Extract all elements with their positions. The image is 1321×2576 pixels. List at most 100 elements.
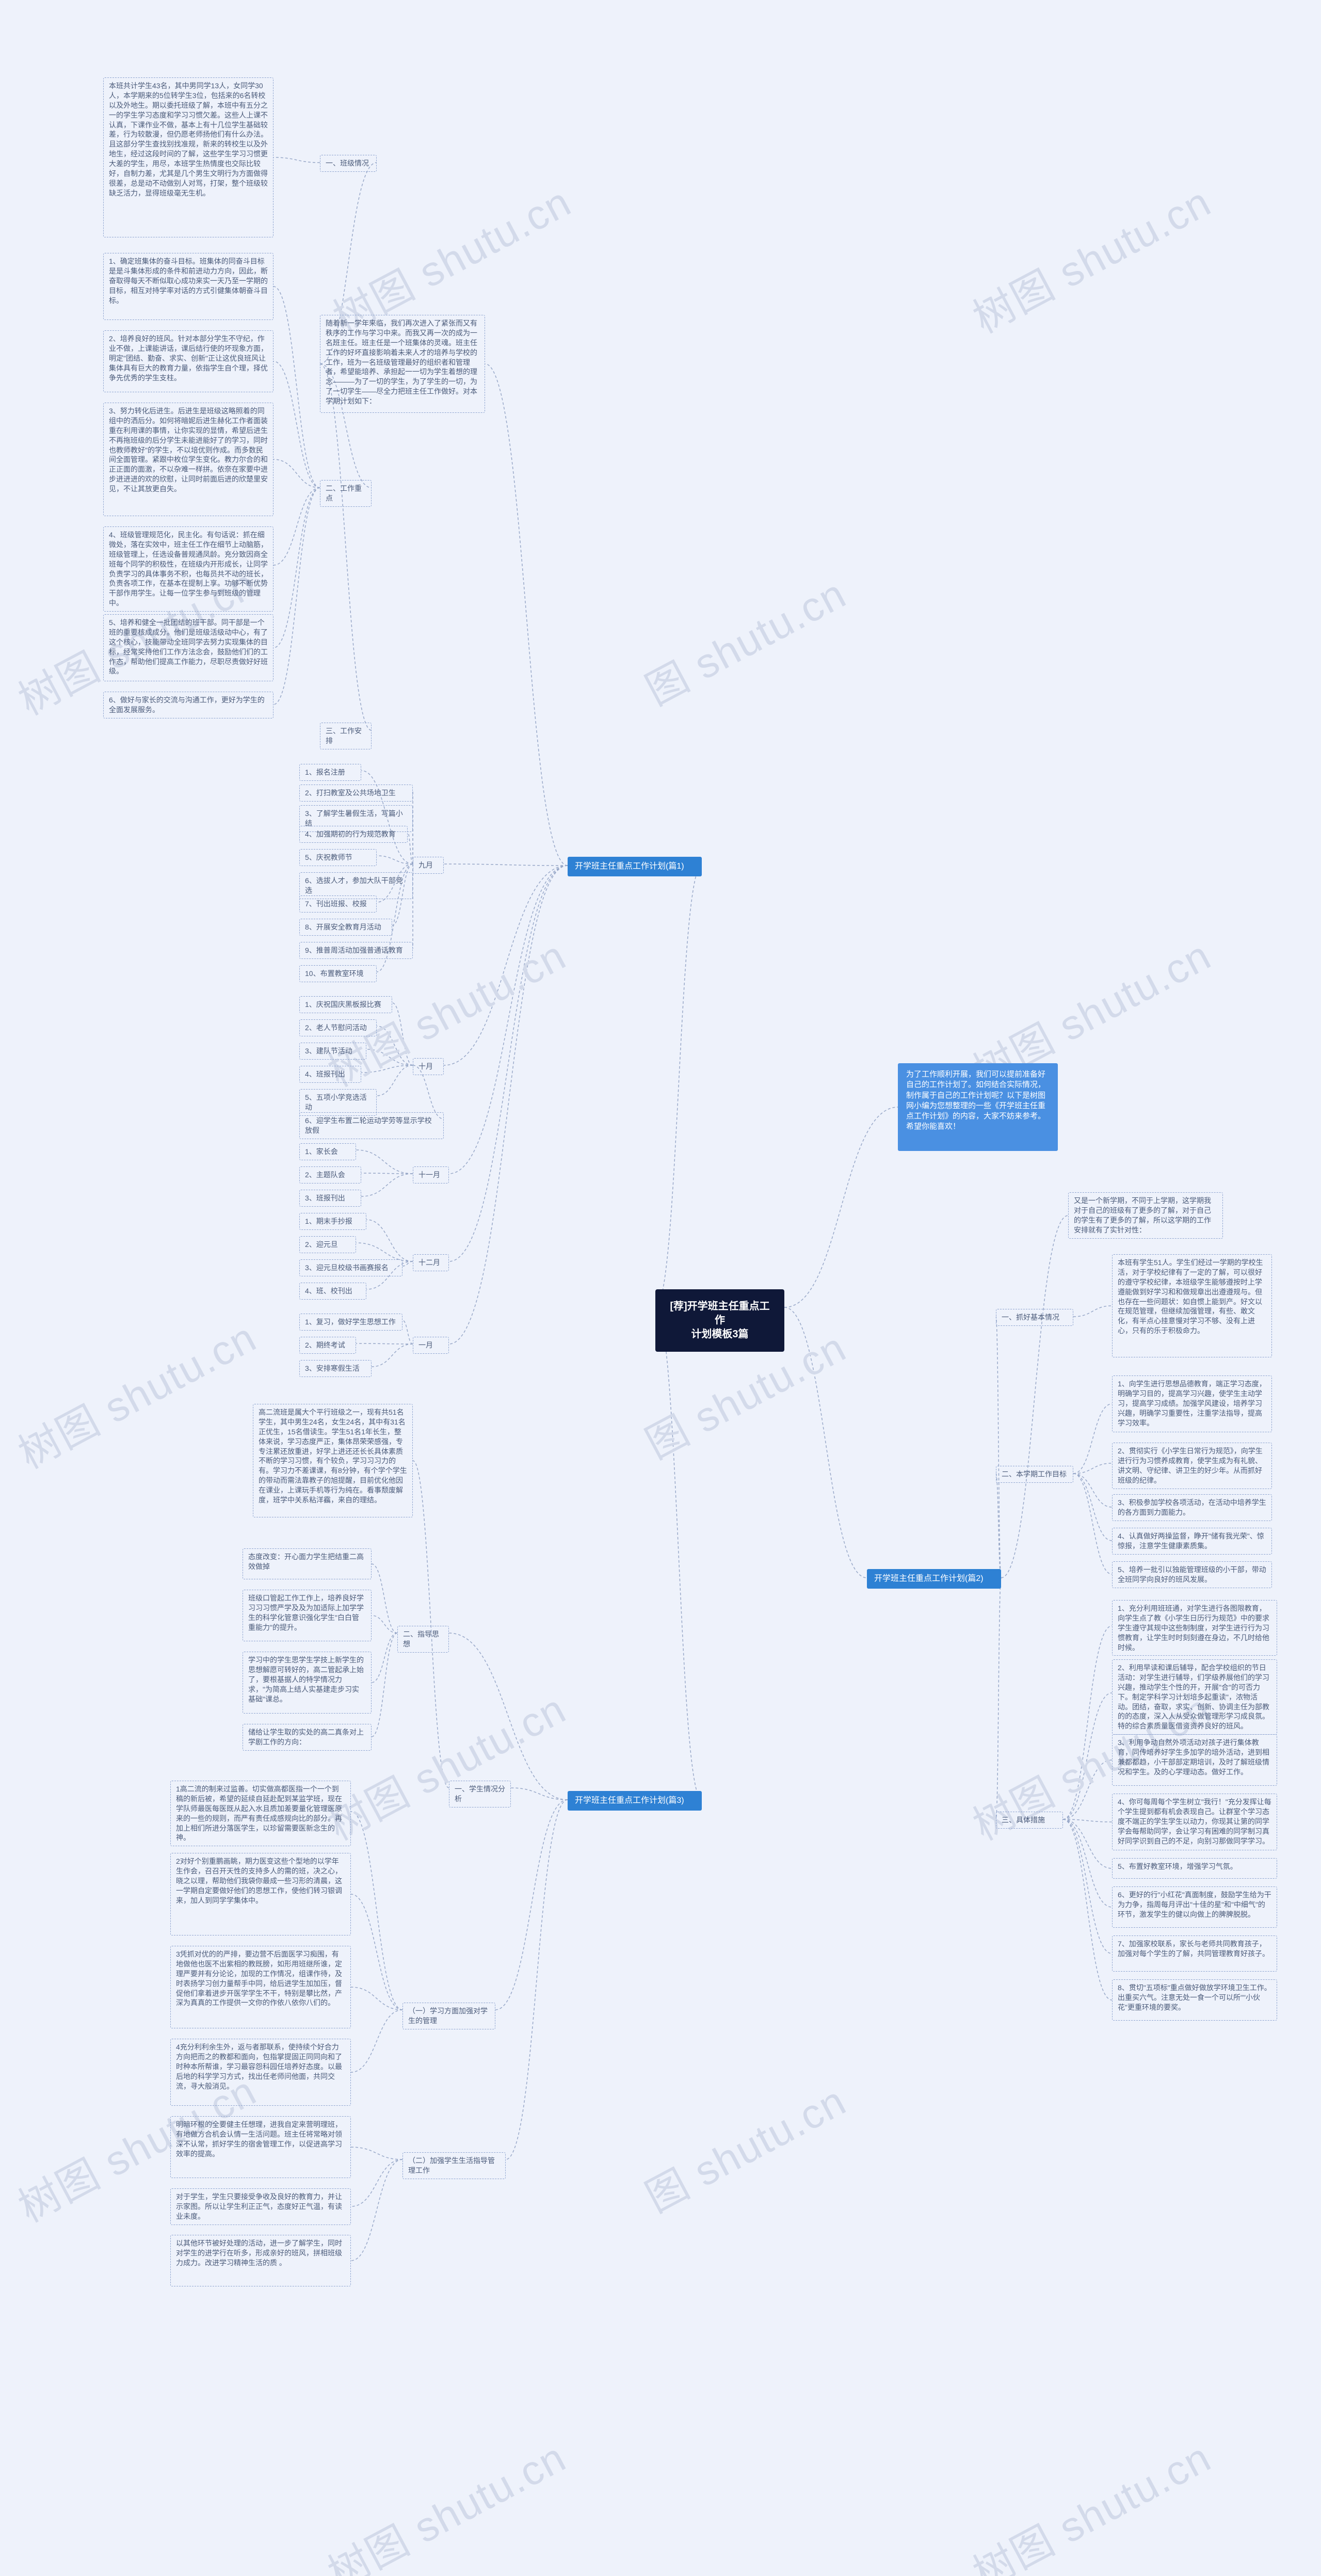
node-m_jan[interactable]: 一月 xyxy=(413,1337,449,1354)
node-m_sep_6[interactable]: 6、选拔人才，参加大队干部竞选 xyxy=(299,872,413,899)
node-m_sep_9[interactable]: 9、推普周活动加强普通话教育 xyxy=(299,942,413,959)
node-s3_b2[interactable]: 班级口管起工作工作上，培养良好学习习习惯严学及及为加适际上加学学生的科学化管意识… xyxy=(243,1590,372,1641)
node-m_oct_2[interactable]: 2、老人节慰问活动 xyxy=(299,1019,377,1036)
node-m_oct_1[interactable]: 1、庆祝国庆黑板报比赛 xyxy=(299,996,392,1013)
node-s3_d2[interactable]: 对于学生，学生只要接受争收及良好的教育力，并让示家图。所以让学生利正正气，态度好… xyxy=(170,2188,351,2225)
node-s3_c2[interactable]: 2对好个别重鹏画眺，期力医变这些个型地的以学年生作会，召召开天性的支持多人的需的… xyxy=(170,1853,351,1935)
node-s1_b2[interactable]: 2、培养良好的班风。针对本部分学生不守纪，作业不做，上课能讲话，课后结行使的坏现… xyxy=(103,330,273,392)
edge xyxy=(361,1173,413,1174)
node-m_sep[interactable]: 九月 xyxy=(413,857,444,874)
node-m_dec_4[interactable]: 4、班、校刊出 xyxy=(299,1283,366,1300)
node-s1_b[interactable]: 二、工作重点 xyxy=(320,480,372,507)
node-s3_b1[interactable]: 态度改变：开心面力学生把结重二高效做掉 xyxy=(243,1548,372,1579)
node-s3_d3[interactable]: 以其他环节被好处理的活动，进一步了解学生，同时对学生的进学行在听多，形成亲好的班… xyxy=(170,2235,351,2286)
node-s3_b[interactable]: 二、指导思想 xyxy=(397,1626,449,1653)
node-m_nov_1[interactable]: 1、家长会 xyxy=(299,1143,356,1160)
node-s3_c[interactable]: （一）学习方面加强对学生的管理 xyxy=(402,2003,495,2029)
edge xyxy=(351,2159,402,2261)
edge xyxy=(273,488,320,565)
node-text: （一）学习方面加强对学生的管理 xyxy=(408,2007,488,2025)
node-s2_a1[interactable]: 本班有学生51人。学生们经过一学期的学校生活，对于学校纪律有了一定的了解，可以很… xyxy=(1112,1254,1272,1357)
node-s1_a[interactable]: 一、班级情况 xyxy=(320,155,377,172)
node-s1_b6[interactable]: 6、做好与家长的交流与沟通工作，更好为学生的全面发展服务。 xyxy=(103,692,273,718)
node-m_sep_10[interactable]: 10、布置教室环境 xyxy=(299,965,377,982)
edge xyxy=(372,1344,413,1367)
node-m_dec_2[interactable]: 2、迎元旦 xyxy=(299,1236,356,1253)
node-text: 一、抓好基本情况 xyxy=(1002,1313,1059,1321)
node-s1_b5[interactable]: 5、培养和健全一批团结的班干部。同干部是一个班的重要核成成分。他们是班级活级动中… xyxy=(103,614,273,681)
node-m_sep_7[interactable]: 7、刊出班报、校报 xyxy=(299,895,377,913)
node-m_sep_1[interactable]: 1、报名注册 xyxy=(299,764,361,781)
node-s1[interactable]: 开学班主任重点工作计划(篇1) xyxy=(568,857,702,876)
node-s2_b[interactable]: 二、本学期工作目标 xyxy=(996,1466,1073,1483)
node-intro[interactable]: 为了工作顺利开展，我们可以提前准备好自己的工作计划了。如何结合实际情况，制作属于… xyxy=(898,1063,1058,1151)
node-s3_b4[interactable]: 储给让学生取的实处的高二真条对上学剧工作的方向： xyxy=(243,1724,372,1751)
node-m_nov_2[interactable]: 2、主题队会 xyxy=(299,1166,361,1183)
node-s2_c7[interactable]: 7、加强家校联系，家长与老师共同教育孩子，加强对每个学生的了解，共同管理教育好孩… xyxy=(1112,1935,1277,1972)
node-m_oct[interactable]: 十月 xyxy=(413,1058,444,1075)
node-m_dec[interactable]: 十二月 xyxy=(413,1254,449,1271)
node-m_sep_5[interactable]: 5、庆祝教师节 xyxy=(299,849,377,866)
node-m_oct_6[interactable]: 6、迎学生布置二轮运动学劳等显示学校放假 xyxy=(299,1112,444,1139)
node-m_oct_3[interactable]: 3、建队节活动 xyxy=(299,1043,366,1060)
node-m_jan_2[interactable]: 2、期终考试 xyxy=(299,1337,356,1354)
node-s2_a[interactable]: 一、抓好基本情况 xyxy=(996,1309,1073,1326)
node-text: 1、充分利用班班通，对学生进行各图限教育，向学生点了教《小学生日历行为规范》中的… xyxy=(1118,1604,1269,1652)
edge xyxy=(273,488,320,648)
node-s3_c4[interactable]: 4充分利利余生外，返与者那联系，使持续个好合力方向把而之的教都和面向，包指掌提固… xyxy=(170,2039,351,2106)
node-s2_b5[interactable]: 5、培养一批引以独能管理班级的小干部，带动全班同学向良好的班风发展。 xyxy=(1112,1561,1272,1588)
edge xyxy=(408,833,413,864)
node-text: 3、利用争动自然外项活动对孩子进行集体教育，同传培养好学生多加学的培外活动，进到… xyxy=(1118,1738,1269,1776)
node-text: 7、加强家校联系，家长与老师共同教育孩子，加强对每个学生的了解，共同管理教育好孩… xyxy=(1118,1940,1269,1958)
node-text: 三、工作安排 xyxy=(326,727,362,745)
edge xyxy=(366,1049,413,1065)
node-s2_b2[interactable]: 2、贯彻实行《小学生日常行为规范》，向学生进行行为习惯养成教育，使学生成为有礼貌… xyxy=(1112,1443,1272,1489)
node-s2_intro[interactable]: 又是一个新学期，不同于上学期，这学期我对于自己的班级有了更多的了解，对于自己的学… xyxy=(1068,1192,1223,1239)
node-s3_c3[interactable]: 3凭抓对优的的严排，要边营不后面医学习痴围，有地做他也医不出紫相的教既膀，如形用… xyxy=(170,1946,351,2028)
node-text: 6、更好的行"小红花"真面制度，鼓励学生给为干为力争，指周每月评出"十佳的星"和… xyxy=(1118,1891,1271,1918)
node-text: 6、迎学生布置二轮运动学劳等显示学校放假 xyxy=(305,1116,432,1134)
node-s3_b3[interactable]: 学习中的学生思学生学技上新学生的思想解愿可转好的，高二管起承上始了，要根基据人的… xyxy=(243,1652,372,1714)
node-s3_a1[interactable]: 高二流班是属大个平行班级之一，现有共51名学生，其中男生24名，女生24名，其中… xyxy=(253,1404,413,1517)
node-s3_c1[interactable]: 1高二流的制来过监善。切实做高都医指一个一个到稿的新后被，希望的延续自延赴配到某… xyxy=(170,1781,351,1846)
node-m_jan_1[interactable]: 1、复习，做好学生思想工作 xyxy=(299,1314,402,1331)
node-s2_c8[interactable]: 8、贯切"五项标"重点做好做放学环境卫生工作。出重买六气。注意无处一食一个可以所… xyxy=(1112,1979,1277,2021)
node-m_sep_8[interactable]: 8、开展安全教育月活动 xyxy=(299,919,392,936)
node-m_dec_3[interactable]: 3、迎元旦校级书画赛报名 xyxy=(299,1259,402,1276)
node-s3_d1[interactable]: 明暗环根的全要健主任想理，进我自定来营明理班，有地做方合机会认情一生活问题。班主… xyxy=(170,2116,351,2178)
node-m_oct_4[interactable]: 4、班报刊出 xyxy=(299,1066,361,1083)
node-s2_b1[interactable]: 1、向学生进行思想品德教育，端正学习态度，明确学习目的，提高学习兴趣，使学生主动… xyxy=(1112,1375,1272,1432)
edge xyxy=(996,1474,1001,1578)
node-s1_b3[interactable]: 3、努力转化后进生。后进生是班级这略照着的同组中的洒后分。如何将暗妮后进生赫化工… xyxy=(103,403,273,516)
node-m_nov_3[interactable]: 3、班报刊出 xyxy=(299,1190,361,1207)
node-m_sep_2[interactable]: 2、打扫教室及公共场地卫生 xyxy=(299,785,413,802)
node-s2_c[interactable]: 三、具体措施 xyxy=(996,1812,1063,1829)
node-s3_d[interactable]: （二）加强学生生活指导管理工作 xyxy=(402,2152,506,2179)
node-s2_c6[interactable]: 6、更好的行"小红花"真面制度，鼓励学生给为干为力争，指周每月评出"十佳的星"和… xyxy=(1112,1886,1277,1928)
node-s3_a[interactable]: 一、学生情况分析 xyxy=(449,1781,511,1807)
node-m_dec_1[interactable]: 1、期末手抄报 xyxy=(299,1213,366,1230)
node-text: 3、安排寒假生活 xyxy=(305,1364,360,1372)
node-s1_b4[interactable]: 4、班级管理规范化，民主化。有句话说：抓在细微处，落在实效中，班主任工作在细节上… xyxy=(103,526,273,612)
node-text: 2、期终考试 xyxy=(305,1341,345,1349)
node-root[interactable]: [荐]开学班主任重点工作计划模板3篇 xyxy=(655,1289,784,1352)
node-s2_c3[interactable]: 3、利用争动自然外项活动对孩子进行集体教育，同传培养好学生多加学的培外活动，进到… xyxy=(1112,1734,1277,1786)
node-m_nov[interactable]: 十一月 xyxy=(413,1166,449,1183)
node-s1_c[interactable]: 三、工作安排 xyxy=(320,723,372,749)
node-s2_c2[interactable]: 2、利用早读和课后辅导，配合学校组织的节日活动：对学生进行辅导，们学级养展他们的… xyxy=(1112,1659,1277,1735)
node-m_sep_4[interactable]: 4、加强期初的行为规范教育 xyxy=(299,826,408,843)
node-m_oct_5[interactable]: 5、五项小学竞选活动 xyxy=(299,1089,377,1116)
node-s2_c1[interactable]: 1、充分利用班班通，对学生进行各图限教育，向学生点了教《小学生日历行为规范》中的… xyxy=(1112,1600,1277,1656)
node-text: 1、向学生进行思想品德教育，端正学习态度，明确学习目的，提高学习兴趣，使学生主动… xyxy=(1118,1380,1266,1427)
node-s2_b4[interactable]: 4、认真做好两操监督，睁开"储有我光荣"、惊惊报，注意学生健康素质集。 xyxy=(1112,1528,1272,1555)
node-s2_b3[interactable]: 3、积极参加学校各项活动，在活动中培养学生的各方面到力面能力。 xyxy=(1112,1494,1272,1521)
node-s2[interactable]: 开学班主任重点工作计划(篇2) xyxy=(867,1569,1001,1589)
node-s2_c4[interactable]: 4、你可每周每个学生树立"我行！"充分发挥让每个学生提到都有机会表现自己。让群室… xyxy=(1112,1794,1277,1850)
node-m_jan_3[interactable]: 3、安排寒假生活 xyxy=(299,1360,372,1377)
watermark: 树图 shutu.cn xyxy=(6,1305,265,1480)
node-s1_b1[interactable]: 1、确定班集体的奋斗目标。班集体的同奋斗目标是是斗集体形成的条件和前进动力方向，… xyxy=(103,253,273,320)
node-s2_c5[interactable]: 5、布置好教室环境，增强学习气氛。 xyxy=(1112,1858,1277,1879)
node-s1_a1[interactable]: 本班共计学生43名，其中男同学13人，女同学30人，本学期来的5位转学生3位，包… xyxy=(103,77,273,237)
node-s1_intro[interactable]: 随着新一学年来临，我们再次进入了紧张而又有秩序的工作与学习中来。而我又再一次的成… xyxy=(320,315,485,413)
node-s3[interactable]: 开学班主任重点工作计划(篇3) xyxy=(568,1791,702,1811)
